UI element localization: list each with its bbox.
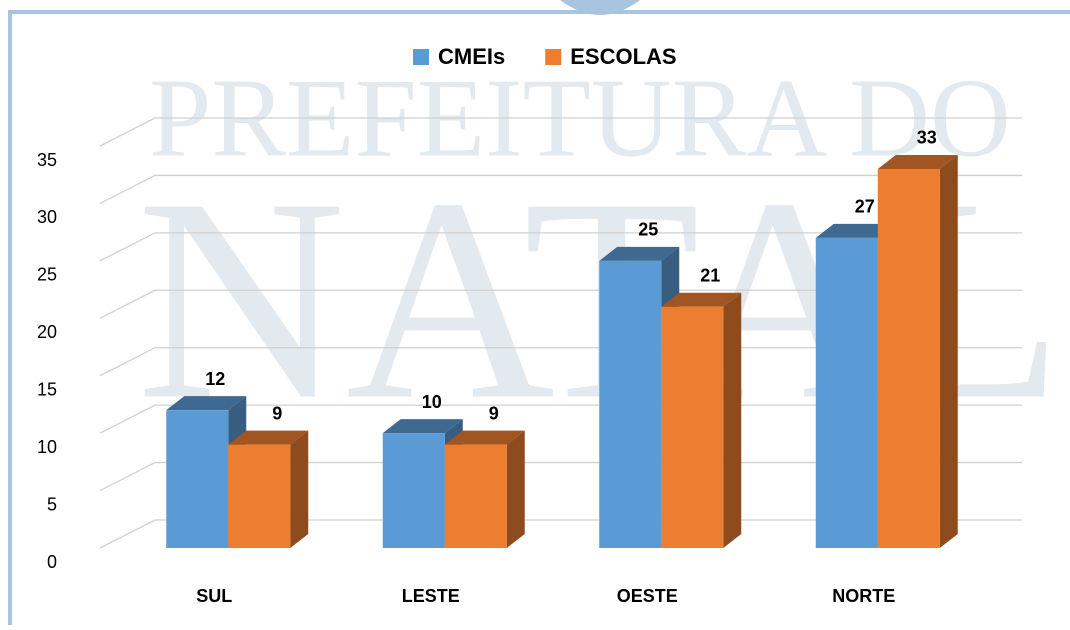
frame-ornament [560, 0, 640, 15]
bar-side [723, 292, 742, 548]
bar [815, 237, 878, 548]
bar-top [166, 396, 247, 411]
frame [8, 10, 1070, 625]
y-tick-label: 5 [47, 494, 57, 514]
watermark: PREFEITURA DO [149, 57, 1011, 181]
x-tick-label: NORTE [832, 586, 895, 606]
data-label: 10 [422, 392, 442, 412]
y-tick-label: 35 [37, 150, 57, 170]
y-tick-label: 30 [37, 207, 57, 227]
bar [599, 260, 662, 548]
y-tick-label: 20 [37, 322, 57, 342]
legend-swatch [413, 49, 429, 65]
bar-top [382, 419, 463, 434]
data-label: 12 [205, 369, 225, 389]
x-tick-label: OESTE [617, 586, 678, 606]
y-tick-label: 25 [37, 265, 57, 285]
bar-side [506, 430, 525, 548]
data-label: 33 [917, 128, 937, 148]
grid-line [99, 174, 1022, 205]
x-tick-label: SUL [196, 586, 232, 606]
bar [444, 444, 507, 548]
bar-side [939, 154, 958, 548]
legend-label: ESCOLAS [570, 44, 676, 69]
y-tick-label: 0 [47, 552, 57, 572]
legend-swatch [545, 49, 562, 65]
bar [877, 168, 940, 548]
data-label: 9 [272, 403, 282, 423]
y-tick-label: 10 [37, 437, 57, 457]
bar [382, 433, 445, 548]
data-label: 27 [855, 197, 875, 217]
bar-top [877, 154, 958, 169]
data-label: 9 [489, 403, 499, 423]
data-label: 21 [700, 266, 720, 286]
grid-line [99, 232, 1022, 262]
legend-label: CMEIs [438, 44, 505, 69]
bar-top [228, 430, 309, 445]
bar-top [444, 430, 525, 445]
bar [166, 410, 229, 548]
bar-top [599, 246, 680, 261]
plot: 0 5 10 15 20 25 30 35 SUL 12 9 LESTE 10 9 OESTE 25 21 NOR… [37, 44, 1022, 606]
y-tick-label: 15 [37, 379, 57, 399]
data-label: 25 [638, 220, 658, 240]
bar [228, 444, 291, 548]
bar [661, 306, 724, 548]
bar-side [290, 430, 309, 548]
bar-top [661, 292, 742, 307]
grid-line [99, 117, 1022, 147]
grid-line [99, 289, 1022, 319]
x-tick-label: LESTE [402, 586, 460, 606]
bar-top [815, 223, 896, 238]
